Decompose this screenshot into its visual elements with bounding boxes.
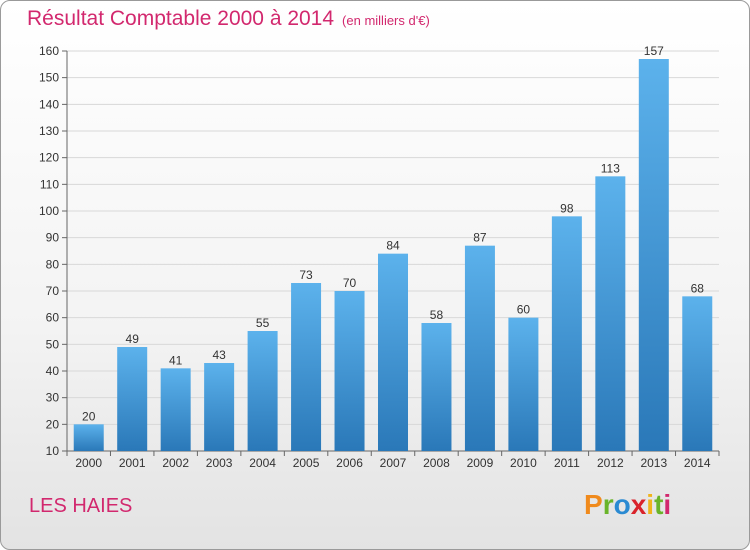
bar-2013[interactable] bbox=[638, 59, 669, 451]
logo-letter: i bbox=[663, 489, 672, 520]
logo-letter: o bbox=[613, 489, 631, 520]
chart-title-text: Résultat Comptable 2000 à 2014 bbox=[27, 7, 335, 30]
y-tick-label: 110 bbox=[40, 177, 59, 191]
bar-2014[interactable] bbox=[682, 296, 713, 451]
x-tick-label-2011: 2011 bbox=[554, 456, 580, 470]
bar-2002[interactable] bbox=[160, 368, 191, 451]
x-tick-label-2009: 2009 bbox=[467, 456, 494, 470]
y-tick-label: 40 bbox=[46, 364, 60, 378]
data-label-2013: 157 bbox=[644, 44, 664, 58]
logo-letter: r bbox=[602, 489, 614, 520]
y-tick-label: 10 bbox=[46, 444, 60, 458]
bar-2001[interactable] bbox=[117, 347, 148, 451]
chart-subtitle: (en milliers d'€) bbox=[342, 13, 430, 28]
data-label-2010: 60 bbox=[517, 303, 531, 317]
y-tick-label: 140 bbox=[39, 97, 59, 111]
data-label-2006: 70 bbox=[343, 276, 357, 290]
bar-2000[interactable] bbox=[73, 424, 104, 451]
x-tick-label-2000: 2000 bbox=[75, 456, 102, 470]
y-tick-label: 130 bbox=[39, 124, 59, 138]
bar-2006[interactable] bbox=[334, 291, 365, 451]
y-tick-label: 50 bbox=[46, 337, 60, 351]
data-label-2005: 73 bbox=[299, 268, 313, 282]
logo-letter: t bbox=[654, 489, 664, 520]
y-tick-label: 80 bbox=[46, 257, 60, 271]
bar-2007[interactable] bbox=[378, 253, 408, 451]
y-tick-label: 90 bbox=[46, 231, 60, 245]
bar-2004[interactable] bbox=[247, 331, 278, 451]
bar-2005[interactable] bbox=[291, 283, 322, 451]
y-tick-label: 30 bbox=[46, 391, 60, 405]
data-label-2008: 58 bbox=[430, 308, 444, 322]
x-tick-label-2014: 2014 bbox=[684, 456, 711, 470]
data-label-2004: 55 bbox=[256, 316, 270, 330]
data-label-2003: 43 bbox=[212, 348, 226, 362]
y-tick-label: 100 bbox=[39, 204, 59, 218]
x-tick-label-2005: 2005 bbox=[293, 456, 320, 470]
bar-2011[interactable] bbox=[551, 216, 582, 451]
x-tick-label-2001: 2001 bbox=[119, 456, 146, 470]
bars: 20 49 41 43 55 73 70 84 58 87 60 98 113 157 68 bbox=[73, 44, 713, 452]
x-tick-label-2012: 2012 bbox=[597, 456, 624, 470]
data-label-2009: 87 bbox=[473, 231, 487, 245]
x-tick-label-2004: 2004 bbox=[249, 456, 276, 470]
data-label-2011: 98 bbox=[560, 201, 574, 215]
x-tick-label-2002: 2002 bbox=[162, 456, 189, 470]
bar-2010[interactable] bbox=[508, 317, 539, 451]
data-label-2007: 84 bbox=[386, 239, 400, 253]
logo-letter: P bbox=[584, 489, 603, 520]
x-tick-label-2008: 2008 bbox=[423, 456, 450, 470]
chart-title: Résultat Comptable 2000 à 2014 (en millie… bbox=[27, 7, 430, 31]
x-tick-label-2003: 2003 bbox=[206, 456, 233, 470]
x-tick-label-2006: 2006 bbox=[336, 456, 363, 470]
logo-letter: x bbox=[630, 489, 647, 520]
x-tick-label-2013: 2013 bbox=[640, 456, 667, 470]
logo-letter: i bbox=[646, 489, 655, 520]
bar-2003[interactable] bbox=[204, 363, 235, 451]
data-label-2002: 41 bbox=[169, 353, 183, 367]
x-tick-label-2007: 2007 bbox=[380, 456, 407, 470]
y-tick-label: 60 bbox=[46, 311, 60, 325]
commune-name: LES HAIES bbox=[29, 495, 133, 517]
data-label-2000: 20 bbox=[82, 409, 96, 423]
y-tick-label: 150 bbox=[39, 71, 59, 85]
y-tick-label: 120 bbox=[39, 151, 59, 165]
data-label-2012: 113 bbox=[601, 161, 620, 175]
y-tick-label: 70 bbox=[46, 284, 60, 298]
x-tick-label-2010: 2010 bbox=[510, 456, 537, 470]
data-label-2014: 68 bbox=[691, 281, 705, 295]
proxiti-logo[interactable]: Proxiti bbox=[584, 489, 671, 521]
axes: 10 20 30 40 50 60 70 80 90 100 110 120 130 140 150 160 2… bbox=[39, 44, 720, 470]
bar-2012[interactable] bbox=[595, 176, 626, 452]
bar-2009[interactable] bbox=[464, 245, 495, 451]
y-tick-label: 160 bbox=[39, 44, 59, 58]
data-label-2001: 49 bbox=[126, 332, 140, 346]
y-tick-label: 20 bbox=[46, 417, 60, 431]
bar-2008[interactable] bbox=[421, 323, 452, 451]
